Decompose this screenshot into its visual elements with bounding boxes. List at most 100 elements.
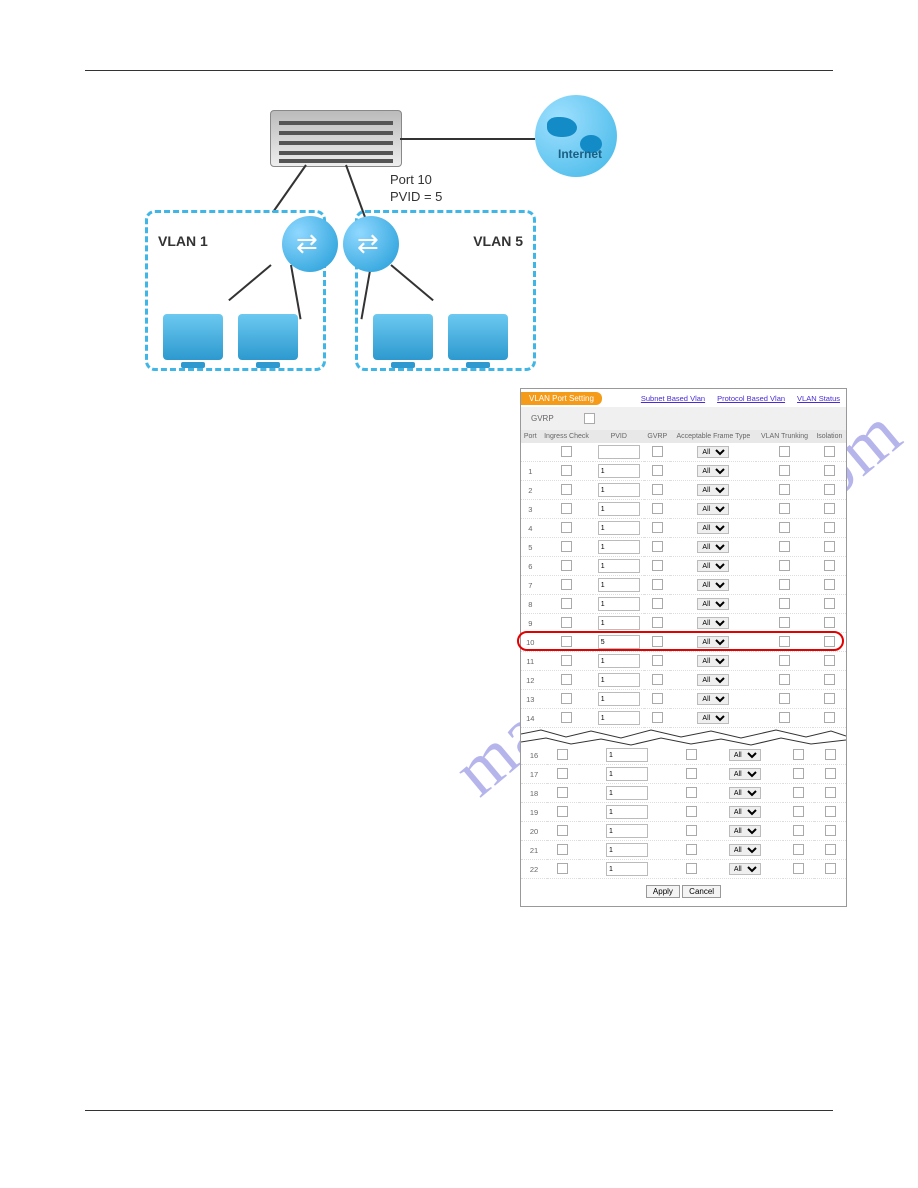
link-vlan-status[interactable]: VLAN Status	[797, 394, 840, 403]
trunk-checkbox[interactable]	[779, 579, 790, 590]
trunk-checkbox[interactable]	[779, 693, 790, 704]
ingress-checkbox[interactable]	[557, 825, 568, 836]
ingress-checkbox[interactable]	[557, 844, 568, 855]
isolation-checkbox[interactable]	[824, 674, 835, 685]
ingress-checkbox[interactable]	[561, 579, 572, 590]
isolation-checkbox[interactable]	[824, 636, 835, 647]
frame-type-select[interactable]: All	[697, 560, 729, 572]
isolation-checkbox[interactable]	[824, 541, 835, 552]
pvid-input[interactable]	[598, 540, 640, 554]
isolation-master-checkbox[interactable]	[824, 446, 835, 457]
gvrp-checkbox[interactable]	[686, 844, 697, 855]
ingress-checkbox[interactable]	[561, 503, 572, 514]
pvid-input[interactable]	[606, 748, 648, 762]
isolation-checkbox[interactable]	[824, 560, 835, 571]
isolation-checkbox[interactable]	[825, 768, 836, 779]
link-subnet-based-vlan[interactable]: Subnet Based Vlan	[641, 394, 705, 403]
trunk-master-checkbox[interactable]	[779, 446, 790, 457]
gvrp-checkbox[interactable]	[652, 579, 663, 590]
isolation-checkbox[interactable]	[824, 712, 835, 723]
pvid-input[interactable]	[598, 464, 640, 478]
frame-type-select[interactable]: All	[697, 617, 729, 629]
ingress-checkbox[interactable]	[557, 806, 568, 817]
ingress-checkbox[interactable]	[557, 863, 568, 874]
gvrp-checkbox[interactable]	[652, 712, 663, 723]
ingress-master-checkbox[interactable]	[561, 446, 572, 457]
frame-type-select[interactable]: All	[729, 787, 761, 799]
pvid-input[interactable]	[598, 559, 640, 573]
frame-type-select[interactable]: All	[697, 598, 729, 610]
trunk-checkbox[interactable]	[779, 484, 790, 495]
ingress-checkbox[interactable]	[561, 560, 572, 571]
ingress-checkbox[interactable]	[557, 749, 568, 760]
pvid-input[interactable]	[606, 805, 648, 819]
isolation-checkbox[interactable]	[825, 749, 836, 760]
ingress-checkbox[interactable]	[561, 674, 572, 685]
frame-type-select[interactable]: All	[697, 674, 729, 686]
cancel-button[interactable]: Cancel	[682, 885, 721, 898]
isolation-checkbox[interactable]	[824, 598, 835, 609]
gvrp-checkbox[interactable]	[652, 674, 663, 685]
pvid-input[interactable]	[598, 578, 640, 592]
trunk-checkbox[interactable]	[779, 617, 790, 628]
isolation-checkbox[interactable]	[824, 617, 835, 628]
ingress-checkbox[interactable]	[557, 768, 568, 779]
ingress-checkbox[interactable]	[561, 617, 572, 628]
isolation-checkbox[interactable]	[824, 693, 835, 704]
trunk-checkbox[interactable]	[793, 787, 804, 798]
isolation-checkbox[interactable]	[825, 787, 836, 798]
gvrp-checkbox[interactable]	[686, 806, 697, 817]
pvid-input[interactable]	[598, 711, 640, 725]
gvrp-master-checkbox[interactable]	[652, 446, 663, 457]
trunk-checkbox[interactable]	[779, 465, 790, 476]
frame-type-select[interactable]: All	[697, 522, 729, 534]
frame-type-select[interactable]: All	[729, 768, 761, 780]
isolation-checkbox[interactable]	[824, 503, 835, 514]
trunk-checkbox[interactable]	[793, 749, 804, 760]
frame-type-select[interactable]: All	[697, 465, 729, 477]
gvrp-checkbox[interactable]	[686, 863, 697, 874]
frame-type-select[interactable]: All	[697, 712, 729, 724]
pvid-input[interactable]	[598, 654, 640, 668]
pvid-input[interactable]	[606, 786, 648, 800]
frame-master-select[interactable]: All	[697, 446, 729, 458]
isolation-checkbox[interactable]	[824, 655, 835, 666]
trunk-checkbox[interactable]	[779, 522, 790, 533]
frame-type-select[interactable]: All	[729, 749, 761, 761]
ingress-checkbox[interactable]	[561, 636, 572, 647]
frame-type-select[interactable]: All	[697, 541, 729, 553]
pvid-input[interactable]	[606, 824, 648, 838]
isolation-checkbox[interactable]	[825, 863, 836, 874]
trunk-checkbox[interactable]	[793, 806, 804, 817]
pvid-input[interactable]	[598, 673, 640, 687]
frame-type-select[interactable]: All	[697, 693, 729, 705]
pvid-input[interactable]	[598, 502, 640, 516]
frame-type-select[interactable]: All	[729, 844, 761, 856]
trunk-checkbox[interactable]	[779, 541, 790, 552]
pvid-input[interactable]	[606, 862, 648, 876]
ingress-checkbox[interactable]	[561, 484, 572, 495]
frame-type-select[interactable]: All	[729, 806, 761, 818]
frame-type-select[interactable]: All	[697, 484, 729, 496]
gvrp-checkbox[interactable]	[652, 598, 663, 609]
gvrp-checkbox[interactable]	[652, 522, 663, 533]
trunk-checkbox[interactable]	[793, 863, 804, 874]
trunk-checkbox[interactable]	[779, 636, 790, 647]
isolation-checkbox[interactable]	[824, 522, 835, 533]
isolation-checkbox[interactable]	[825, 806, 836, 817]
pvid-input[interactable]	[598, 616, 640, 630]
pvid-master-input[interactable]	[598, 445, 640, 459]
isolation-checkbox[interactable]	[824, 465, 835, 476]
frame-type-select[interactable]: All	[697, 636, 729, 648]
trunk-checkbox[interactable]	[779, 560, 790, 571]
isolation-checkbox[interactable]	[825, 825, 836, 836]
ingress-checkbox[interactable]	[561, 598, 572, 609]
gvrp-checkbox[interactable]	[652, 503, 663, 514]
frame-type-select[interactable]: All	[697, 579, 729, 591]
gvrp-checkbox[interactable]	[652, 636, 663, 647]
ingress-checkbox[interactable]	[561, 655, 572, 666]
gvrp-checkbox[interactable]	[652, 465, 663, 476]
pvid-input[interactable]	[598, 635, 640, 649]
trunk-checkbox[interactable]	[779, 674, 790, 685]
trunk-checkbox[interactable]	[793, 768, 804, 779]
